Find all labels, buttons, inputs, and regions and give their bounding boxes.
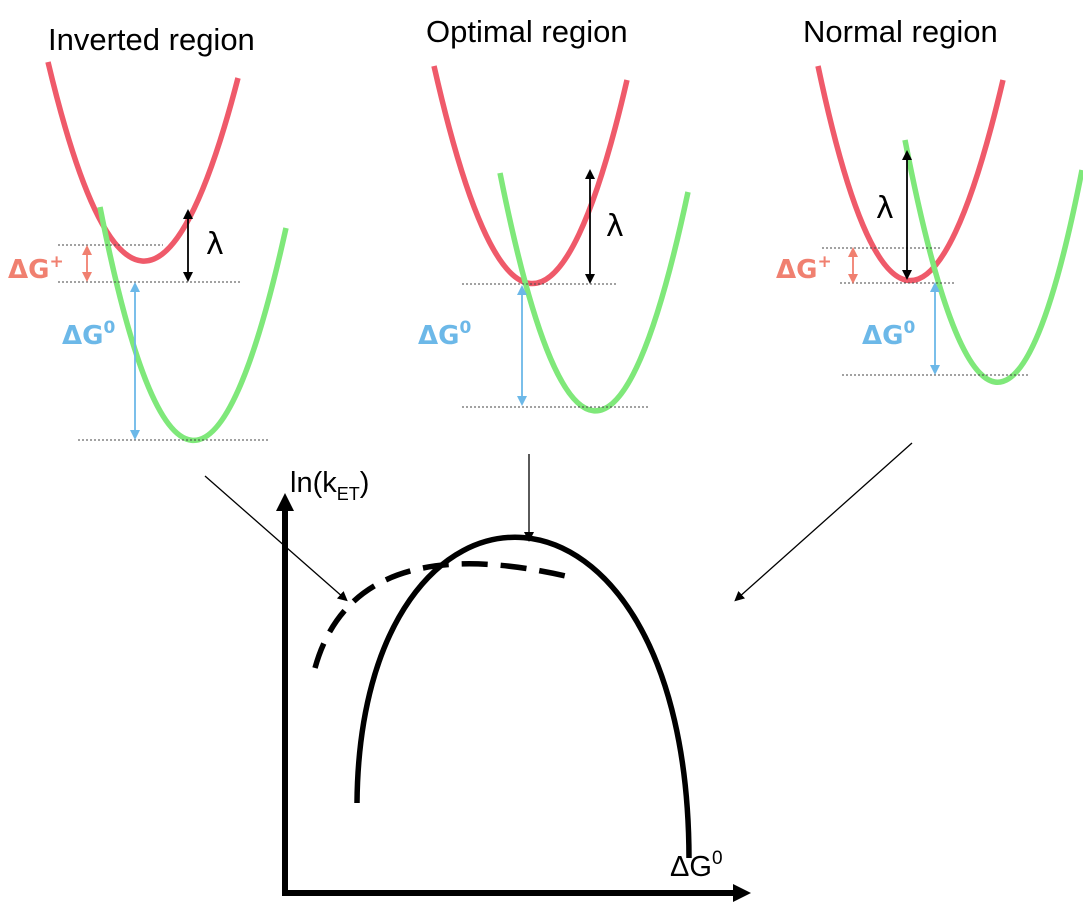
inverted-pointer-arrow bbox=[204, 475, 348, 602]
inverted-region-title: Inverted region bbox=[48, 22, 255, 57]
optimal-dg0-label: ΔG0 bbox=[418, 318, 471, 351]
rate-curve-solid bbox=[354, 534, 692, 859]
normal-panel: λ ΔG+ ΔG0 bbox=[776, 65, 1083, 385]
optimal-panel: λ ΔG0 bbox=[418, 65, 691, 414]
normal-pointer-arrow bbox=[734, 442, 913, 602]
normal-dg-plus-label: ΔG+ bbox=[776, 252, 832, 285]
inverted-dg-plus-label: ΔG+ bbox=[8, 252, 64, 285]
normal-dg0-label: ΔG0 bbox=[862, 318, 915, 351]
inverted-product-parabola bbox=[97, 206, 289, 443]
y-axis-label: ln(kET) bbox=[290, 467, 369, 504]
normal-region-title: Normal region bbox=[803, 14, 998, 49]
optimal-reactant-parabola bbox=[431, 65, 630, 287]
rate-plot: ln(kET) ΔG0 bbox=[276, 467, 751, 902]
normal-product-parabola bbox=[902, 139, 1083, 385]
rate-curve-dashed bbox=[312, 561, 575, 669]
inverted-panel: λ ΔG+ ΔG0 bbox=[8, 61, 289, 443]
inverted-dg0-label: ΔG0 bbox=[62, 318, 115, 351]
normal-reactant-parabola bbox=[815, 65, 1006, 284]
optimal-lambda-label: λ bbox=[606, 209, 624, 244]
optimal-region-title: Optimal region bbox=[426, 14, 628, 49]
optimal-product-parabola bbox=[497, 172, 691, 414]
inverted-lambda-label: λ bbox=[206, 227, 224, 262]
inverted-reactant-parabola bbox=[45, 61, 241, 264]
normal-lambda-label: λ bbox=[876, 191, 894, 226]
x-axis-label: ΔG0 bbox=[670, 848, 723, 883]
